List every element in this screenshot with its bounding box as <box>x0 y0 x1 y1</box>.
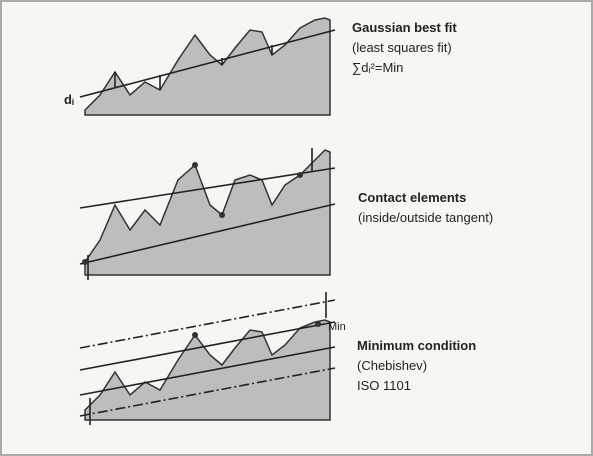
profile <box>84 17 331 116</box>
contact-point <box>219 212 225 218</box>
contact-point <box>192 332 198 338</box>
profile <box>84 319 331 421</box>
minimum-diagram: Min <box>79 292 346 425</box>
inside-tangent <box>79 203 336 265</box>
panel-text: ∑dᵢ²=Min <box>352 60 403 75</box>
panel-text: (inside/outside tangent) <box>358 210 493 225</box>
deviation-label: dᵢ <box>64 92 74 107</box>
panel-text: (least squares fit) <box>352 40 452 55</box>
contact-diagram <box>79 148 336 280</box>
panel-text: ISO 1101 <box>357 378 411 393</box>
min-label: Min <box>328 321 346 333</box>
contact-point <box>82 259 88 265</box>
contact-point <box>192 162 198 168</box>
contact-point <box>315 321 321 327</box>
upper-line <box>79 321 336 371</box>
outside-tangent <box>79 167 336 209</box>
gaussian-diagram: dᵢ <box>64 17 336 116</box>
panel-title: Contact elements <box>358 190 466 205</box>
lower-line <box>79 346 336 396</box>
upper-limit <box>79 299 336 349</box>
panel-title: Gaussian best fit <box>352 20 457 35</box>
lower-limit <box>79 367 336 417</box>
panel-title: Minimum condition <box>357 338 476 353</box>
profile <box>84 149 331 276</box>
fit-line <box>79 29 336 98</box>
contact-point <box>297 172 303 178</box>
panel-text: (Chebishev) <box>357 358 427 373</box>
